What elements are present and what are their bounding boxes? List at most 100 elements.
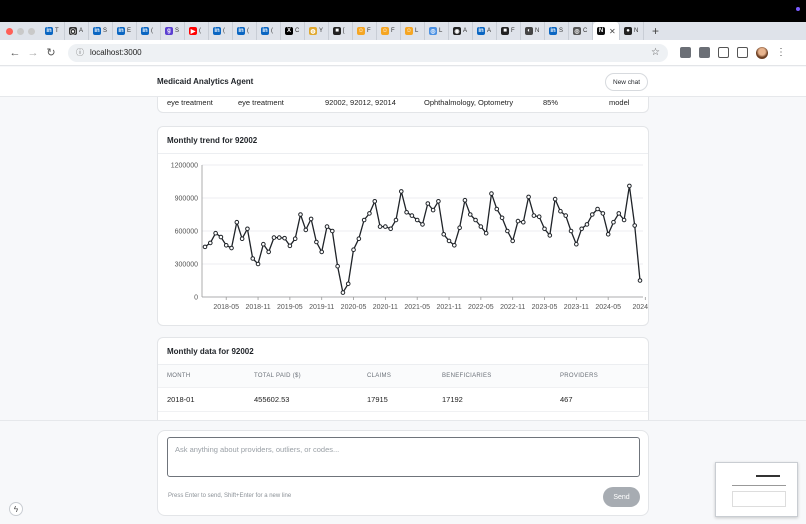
extension-icon[interactable]: [680, 47, 691, 58]
table-cell: 2018-01: [158, 386, 245, 411]
browser-tab[interactable]: ☺ L: [401, 22, 425, 40]
table-card: Monthly data for 92002 MONTH TOTAL PAID …: [157, 337, 649, 420]
tab-favicon-icon: ☺: [381, 27, 389, 35]
tab-label: (: [223, 28, 225, 34]
browser-tab[interactable]: in(: [233, 22, 257, 40]
data-point: [558, 208, 563, 214]
tab-label: S: [175, 28, 180, 34]
data-point: [621, 217, 627, 223]
browser-tab[interactable]: ◎ L: [425, 22, 449, 40]
data-point: [542, 226, 547, 232]
tab-favicon-icon: in: [213, 27, 221, 35]
data-point: [627, 183, 632, 189]
minimize-window-button[interactable]: [17, 27, 24, 35]
table-cell: 18311: [433, 410, 551, 420]
x-tick-label: 2018-11: [245, 304, 270, 311]
x-tick-label: 2024-05: [595, 304, 621, 311]
new-chat-button[interactable]: New chat: [605, 73, 649, 91]
browser-tab[interactable]: in T: [41, 22, 65, 40]
close-tab-icon[interactable]: ✕: [609, 26, 616, 36]
site-info-icon[interactable]: ⓘ: [76, 48, 84, 57]
table-row: 2018-01 455602.53 17915 17192 467: [158, 386, 648, 411]
browser-tab[interactable]: ◉ A: [449, 22, 473, 40]
tab-label: L: [439, 28, 443, 34]
data-point: [202, 244, 208, 250]
browser-tab[interactable]: in S: [545, 22, 569, 40]
data-point: [552, 196, 558, 202]
column-header: PROVIDERS: [551, 365, 648, 387]
data-point: [404, 210, 409, 215]
profile-avatar[interactable]: [756, 46, 768, 59]
data-point: [611, 219, 616, 225]
tab-favicon-icon: ■: [333, 27, 341, 35]
column-header: CLAIMS: [358, 365, 433, 387]
active-browser-tab[interactable]: N ✕: [593, 22, 620, 40]
address-bar[interactable]: ⓘ localhost:3000 ☆: [68, 43, 668, 62]
tab-label: A: [79, 28, 84, 34]
back-arrow-icon[interactable]: ←: [9, 46, 21, 59]
tab-favicon-icon: in: [477, 27, 485, 35]
url-text[interactable]: localhost:3000: [90, 48, 142, 57]
monthly-data-table: MONTH TOTAL PAID ($) CLAIMS BENEFICIARIE…: [158, 365, 648, 420]
browser-tab[interactable]: ■[: [329, 22, 353, 40]
tab-label: E: [127, 28, 132, 34]
browser-tab[interactable]: ◐ N: [521, 22, 545, 40]
browser-tab[interactable]: in E: [113, 22, 137, 40]
menu-kebab-icon[interactable]: ⋮: [776, 47, 786, 58]
status-dot: [796, 7, 800, 11]
data-point: [494, 206, 500, 212]
data-point: [218, 234, 224, 240]
data-point: [563, 213, 569, 218]
bookmark-star-icon[interactable]: ☆: [651, 46, 660, 58]
screen-preview-thumbnail[interactable]: [715, 462, 798, 517]
data-point: [229, 245, 234, 251]
puzzle-icon[interactable]: [718, 47, 729, 58]
browser-tab[interactable]: ◍ Y: [305, 22, 329, 40]
x-tick-label: 2020-11: [373, 304, 398, 311]
data-point: [547, 233, 553, 238]
browser-tab[interactable]: in(: [257, 22, 281, 40]
browser-tab[interactable]: ☺ F: [353, 22, 377, 40]
close-window-button[interactable]: [6, 27, 13, 35]
data-point: [298, 212, 303, 217]
github-icon: ●: [624, 27, 632, 35]
x-tick-label: 2021-11: [436, 304, 461, 311]
browser-tab[interactable]: ◎ C: [569, 22, 593, 40]
send-button[interactable]: Send: [603, 487, 640, 507]
table-cell: 2018-02: [158, 410, 245, 420]
data-point: [287, 243, 293, 249]
browser-tab[interactable]: ▶(: [185, 22, 209, 40]
bolt-icon[interactable]: ϟ: [9, 502, 23, 516]
series-line: [204, 185, 641, 294]
data-point: [499, 215, 505, 221]
browser-tab[interactable]: in(: [137, 22, 161, 40]
table-cell: 491510.27: [245, 410, 358, 420]
forward-arrow-icon[interactable]: →: [27, 46, 39, 59]
browser-tab[interactable]: in S: [89, 22, 113, 40]
composer-area: Press Enter to send, Shift+Enter for a n…: [0, 420, 806, 524]
tab-favicon-icon: ▶: [189, 27, 197, 35]
data-point: [420, 222, 425, 227]
browser-tab[interactable]: in(: [209, 22, 233, 40]
composer: Press Enter to send, Shift+Enter for a n…: [157, 430, 649, 516]
browser-tab[interactable]: ■ F: [497, 22, 521, 40]
new-tab-plus-icon[interactable]: +: [652, 24, 660, 38]
chat-scroll-area[interactable]: eye treatment eye treatment 92002, 92012…: [0, 97, 806, 420]
reload-icon[interactable]: ↻: [46, 47, 56, 59]
cast-icon[interactable]: [737, 47, 748, 58]
tab-label: F: [391, 28, 395, 34]
tab-favicon-icon: in: [237, 27, 245, 35]
browser-tab[interactable]: ● N: [620, 22, 644, 40]
browser-tab[interactable]: in A: [473, 22, 497, 40]
data-point: [632, 223, 637, 228]
browser-tab[interactable]: ⦿ A: [65, 22, 89, 40]
extension-icon[interactable]: [699, 47, 710, 58]
data-point: [239, 236, 245, 241]
browser-tab[interactable]: ☺ F: [377, 22, 401, 40]
zoom-window-button[interactable]: [28, 27, 35, 35]
x-tick-label: 2022-05: [468, 304, 494, 311]
message-input[interactable]: [167, 437, 640, 477]
